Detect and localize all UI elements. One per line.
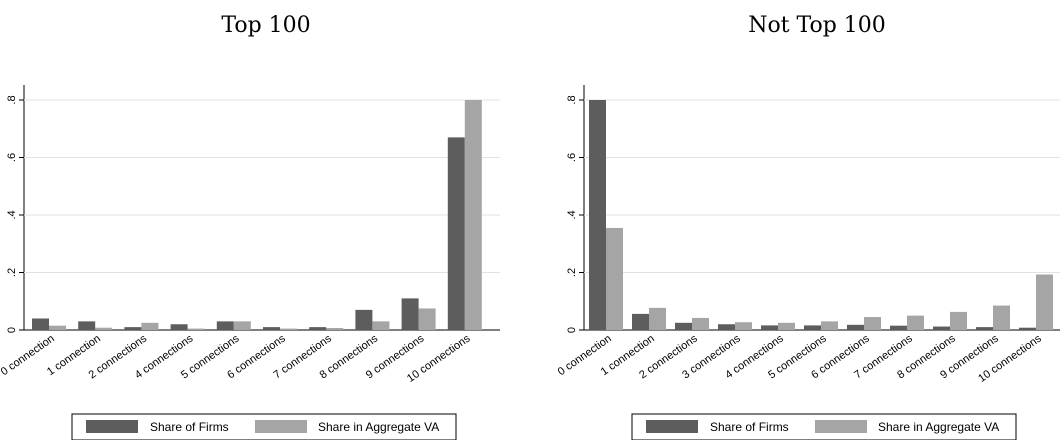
bar-share-in-aggregate-va-1-connection	[649, 307, 666, 330]
y-tick-label: .2	[566, 268, 578, 277]
y-tick-label: .8	[6, 95, 18, 104]
legend-swatch-share-of-firms	[86, 420, 138, 433]
bar-share-of-firms-5-connections	[216, 321, 234, 330]
bar-share-in-aggregate-va-2-connections	[141, 322, 159, 330]
legend-label-share-in-aggregate-va: Share in Aggregate VA	[878, 420, 999, 434]
bar-share-of-firms-8-connections	[933, 326, 950, 330]
y-tick-label: .6	[566, 153, 578, 162]
bar-share-in-aggregate-va-1-connection	[95, 327, 113, 330]
bar-share-in-aggregate-va-6-connections	[280, 328, 297, 330]
bar-share-in-aggregate-va-6-connections	[864, 317, 881, 330]
bar-share-of-firms-0-connection	[32, 318, 49, 330]
y-tick-label: 0	[566, 327, 578, 333]
legend-swatch-share-in-aggregate-va	[815, 420, 867, 433]
bar-share-in-aggregate-va-5-connections	[233, 321, 251, 330]
bar-share-in-aggregate-va-4-connections	[187, 328, 205, 330]
bar-share-of-firms-8-connections	[355, 309, 373, 330]
bars	[589, 100, 1053, 330]
panel-title: Not Top 100	[748, 13, 886, 38]
bars	[32, 100, 482, 330]
y-tick-label: .4	[566, 210, 578, 219]
bar-share-of-firms-10-connections	[447, 137, 465, 330]
legend-label-share-of-firms: Share of Firms	[710, 420, 789, 434]
bar-share-in-aggregate-va-10-connections	[464, 100, 482, 330]
bar-share-of-firms-9-connections	[976, 327, 993, 330]
bar-share-of-firms-5-connections	[804, 325, 821, 330]
bar-share-of-firms-7-connections	[890, 325, 907, 330]
bar-share-in-aggregate-va-10-connections	[1036, 274, 1053, 330]
bar-share-in-aggregate-va-7-connections	[326, 327, 344, 330]
legend-swatch-share-in-aggregate-va	[255, 420, 307, 433]
bar-share-of-firms-2-connections	[124, 327, 142, 330]
bar-share-in-aggregate-va-4-connections	[778, 322, 795, 330]
bar-share-of-firms-6-connections	[263, 327, 280, 330]
y-tick-label: .8	[566, 95, 578, 104]
bar-share-of-firms-9-connections	[401, 298, 419, 330]
bar-share-of-firms-1-connection	[632, 313, 649, 330]
bar-share-in-aggregate-va-9-connections	[993, 305, 1010, 330]
grid-lines	[584, 99, 1060, 273]
bar-share-of-firms-2-connections	[675, 322, 692, 330]
y-tick-label: .4	[6, 210, 18, 219]
y-tick-label: 0	[6, 327, 18, 333]
bar-share-in-aggregate-va-0-connection	[606, 227, 623, 330]
bar-share-in-aggregate-va-5-connections	[821, 321, 838, 330]
legend: Share of Firms Share in Aggregate VA	[631, 413, 1017, 440]
y-tick-label: .6	[6, 153, 18, 162]
legend-label-share-in-aggregate-va: Share in Aggregate VA	[318, 420, 439, 434]
bar-share-in-aggregate-va-9-connections	[418, 308, 436, 330]
bar-share-of-firms-10-connections	[1019, 327, 1036, 330]
legend-label-share-of-firms: Share of Firms	[150, 420, 229, 434]
bar-share-of-firms-4-connections	[761, 325, 778, 330]
bar-share-in-aggregate-va-8-connections	[950, 311, 967, 330]
bar-share-of-firms-4-connections	[170, 324, 188, 330]
y-tick-labels: 0 .2 .4 .6 .8	[566, 95, 584, 333]
bar-share-of-firms-7-connections	[309, 327, 327, 330]
bar-share-in-aggregate-va-0-connection	[49, 325, 66, 330]
bar-share-of-firms-6-connections	[847, 324, 864, 330]
bar-share-of-firms-1-connection	[78, 321, 96, 330]
legend: Share of Firms Share in Aggregate VA	[71, 413, 457, 440]
legend-swatch-share-of-firms	[646, 420, 698, 433]
panel-title: Top 100	[221, 13, 310, 38]
y-tick-labels: 0 .2 .4 .6 .8	[6, 95, 24, 333]
grid-lines	[24, 99, 500, 273]
bar-share-in-aggregate-va-8-connections	[372, 321, 390, 330]
bar-share-in-aggregate-va-7-connections	[907, 315, 924, 330]
bar-share-in-aggregate-va-2-connections	[692, 317, 709, 330]
bar-share-in-aggregate-va-3-connections	[735, 322, 752, 330]
bar-share-of-firms-3-connections	[718, 324, 735, 330]
y-tick-label: .2	[6, 268, 18, 277]
bar-share-of-firms-0-connection	[589, 100, 606, 330]
